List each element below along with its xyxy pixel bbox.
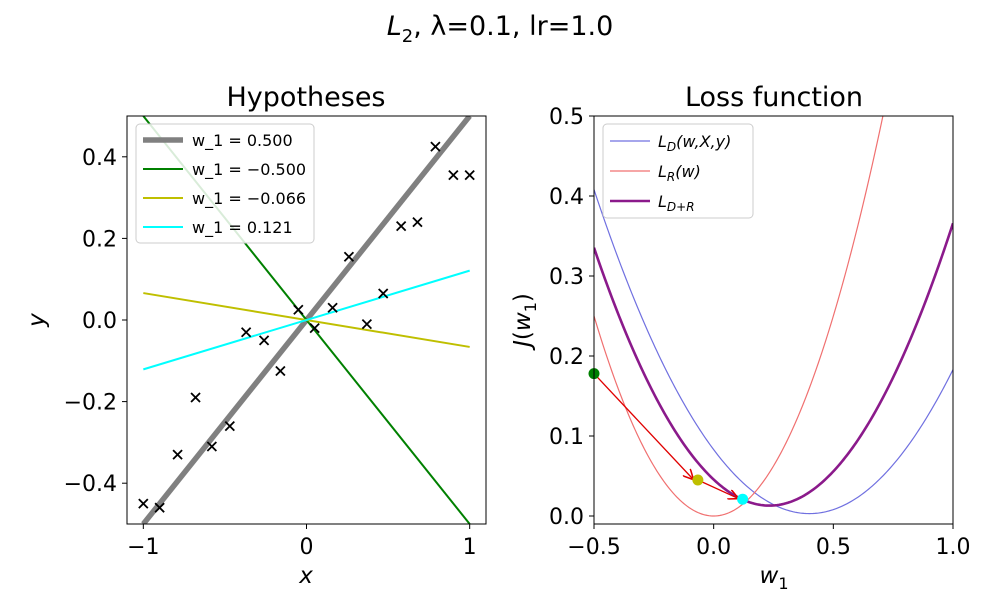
data-point-marker [258, 335, 270, 346]
data-point-marker [138, 498, 149, 509]
data-point-stroke [258, 335, 270, 346]
gradient-points [588, 368, 749, 505]
data-point-stroke [240, 327, 252, 338]
loss-legend: LD(w,X,y) LR(w) LD+R [602, 123, 754, 219]
y-tick-label: 0.1 [549, 425, 584, 450]
x-tick-label: 0.5 [816, 535, 851, 560]
loss-curves [594, 116, 953, 517]
y-tick-label: −0.2 [64, 391, 117, 416]
gradient-point-1 [692, 474, 704, 486]
data-point-stroke [154, 502, 165, 513]
hypotheses-legend-frame [135, 123, 315, 244]
data-point-stroke [327, 302, 338, 313]
legend-label: w_1 = −0.500 [192, 160, 306, 180]
hypotheses-xlabel: x [298, 563, 313, 589]
data-point-marker [327, 302, 338, 313]
data-point-stroke [378, 288, 389, 299]
data-point-stroke [309, 323, 320, 334]
data-points [138, 141, 475, 513]
data-point-stroke [430, 141, 441, 152]
y-tick-label: 0.2 [549, 345, 584, 370]
loss-axes-frame [593, 115, 954, 525]
data-point-marker [396, 221, 407, 232]
data-point-marker [464, 170, 475, 181]
data-point-marker [448, 170, 459, 181]
legend-label: LD+R [658, 192, 695, 214]
legend-label: LD(w,X,y) [658, 132, 731, 154]
x-tick-label: −0.5 [567, 535, 620, 560]
loss-panel: Loss function −0.5 0.0 0.5 1.0 0.0 0.1 0.2 0.3 0… [510, 82, 971, 593]
data-point-stroke [396, 221, 407, 232]
x-tick-label: 0.0 [696, 535, 731, 560]
data-point-marker [206, 441, 217, 452]
data-point-marker [154, 502, 165, 513]
data-point-stroke [224, 420, 235, 432]
hypotheses-legend: w_1 = 0.500 w_1 = −0.500 w_1 = −0.066 w_1 =… [135, 123, 315, 244]
data-point-marker [361, 318, 373, 330]
data-point-marker [224, 420, 235, 432]
y-tick-label: 0.3 [549, 265, 584, 290]
data-point-stroke [275, 365, 286, 377]
data-point-marker [343, 251, 355, 262]
data-point-marker [309, 323, 320, 334]
data-point-stroke [172, 449, 183, 460]
data-point-stroke [464, 170, 475, 181]
data-point-stroke [293, 304, 304, 315]
hypotheses-ticks: −1 0 1 −0.4 −0.2 0.0 0.2 0.4 [64, 146, 477, 560]
data-point-marker [412, 216, 423, 228]
data-point-stroke [412, 216, 423, 228]
suptitle-symbol: L [387, 11, 402, 42]
data-point-stroke [343, 251, 355, 262]
gradient-point-2 [737, 493, 749, 505]
y-tick-label: 0.2 [82, 227, 117, 252]
loss-curve-2 [594, 222, 953, 507]
hypotheses-ylabel: y [24, 313, 50, 328]
y-tick-label: 0.0 [82, 309, 117, 334]
data-point-marker [430, 141, 441, 152]
gradient-step-arrow [697, 479, 738, 498]
data-point-stroke [138, 498, 149, 509]
suptitle-subscript: 2 [402, 26, 413, 47]
x-tick-label: 1.0 [936, 535, 971, 560]
hypotheses-panel: Hypotheses −1 0 1 −0.4 −0.2 0.0 0.2 0.4 x y w_1… [24, 82, 487, 589]
loss-xlabel: w1 [760, 563, 789, 593]
hypotheses-title: Hypotheses [227, 82, 386, 113]
data-point-marker [190, 392, 201, 403]
figure-suptitle: L2, λ=0.1, lr=1.0 [387, 11, 614, 47]
data-point-marker [293, 304, 304, 315]
loss-title: Loss function [685, 82, 863, 113]
y-tick-label: −0.4 [64, 472, 117, 497]
loss-ylabel: J(w1) [510, 293, 540, 351]
legend-label: w_1 = 0.121 [192, 218, 293, 238]
gradient-step-arrow [593, 373, 693, 479]
y-tick-label: 0.4 [549, 185, 584, 210]
loss-ticks: −0.5 0.0 0.5 1.0 0.0 0.1 0.2 0.3 0.4 0.5 [549, 105, 971, 560]
loss-curve-1 [594, 116, 884, 517]
loss-legend-frame [602, 123, 754, 219]
data-point-stroke [448, 170, 459, 181]
hypothesis-line-3 [143, 269, 470, 371]
x-tick-label: −1 [127, 535, 159, 560]
data-point-marker [172, 449, 183, 460]
legend-label: w_1 = 0.500 [192, 131, 293, 151]
data-point-stroke [361, 318, 373, 330]
y-tick-label: 0.5 [549, 105, 584, 130]
gradient-steps [593, 373, 738, 499]
suptitle-rest: , λ=0.1, lr=1.0 [413, 11, 613, 42]
y-tick-label: 0.4 [82, 146, 117, 171]
legend-label: LR(w) [658, 162, 701, 184]
y-tick-label: 0.0 [549, 505, 584, 530]
legend-label: w_1 = −0.066 [192, 189, 306, 209]
data-point-stroke [190, 392, 201, 403]
data-point-marker [378, 288, 389, 299]
data-point-marker [240, 327, 252, 338]
x-tick-label: 1 [463, 535, 477, 560]
x-tick-label: 0 [300, 535, 314, 560]
data-point-stroke [206, 441, 217, 452]
data-point-marker [275, 365, 286, 377]
